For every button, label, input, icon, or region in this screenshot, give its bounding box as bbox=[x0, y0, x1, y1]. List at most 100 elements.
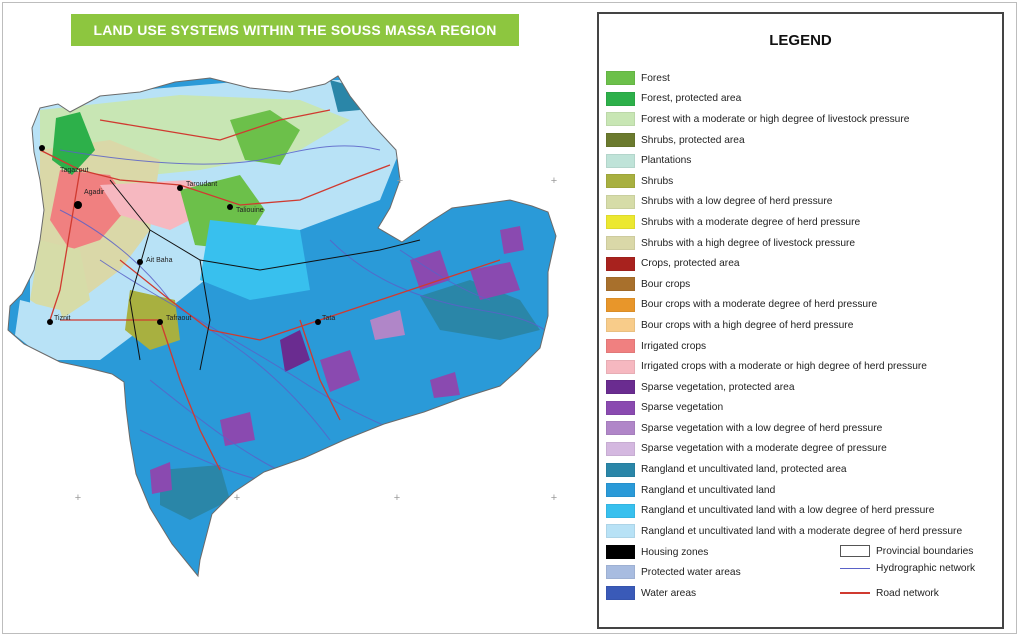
legend-swatch bbox=[606, 256, 635, 271]
hydro-line-swatch bbox=[840, 567, 870, 569]
region-outline bbox=[7, 75, 557, 578]
legend-swatch bbox=[606, 297, 635, 312]
map-title: LAND USE SYSTEMS WITHIN THE SOUSS MASSA … bbox=[71, 14, 519, 46]
coastal-rangeland-zone bbox=[15, 300, 70, 355]
road-line-swatch bbox=[840, 592, 870, 594]
shrubs-low-pressure-zone bbox=[30, 240, 90, 320]
legend-item: Bour crops bbox=[606, 274, 996, 295]
legend-item: Forest, protected area bbox=[606, 89, 996, 110]
sparse-vegetation-patch bbox=[430, 372, 460, 398]
sparse-vegetation-patch bbox=[320, 350, 360, 392]
legend-label: Bour crops with a high degree of herd pr… bbox=[641, 319, 854, 331]
legend-label: Sparse vegetation with a moderate degree… bbox=[641, 443, 887, 455]
legend-item-water: Water areas bbox=[606, 584, 696, 602]
place-label-tagazout: Tagazout bbox=[60, 167, 88, 174]
legend-item: Rangland et uncultivated land, protected… bbox=[606, 459, 996, 480]
legend-item-housing: Housing zones bbox=[606, 543, 708, 561]
legend-swatch bbox=[606, 421, 635, 436]
legend-label: Housing zones bbox=[641, 546, 709, 558]
legend-label: Provincial boundaries bbox=[876, 545, 974, 557]
legend-swatch bbox=[606, 586, 635, 600]
legend-item: Rangland et uncultivated land with a low… bbox=[606, 500, 996, 521]
graticule-cross: + bbox=[396, 175, 404, 187]
place-label-taroudant: Taroudant bbox=[186, 181, 217, 188]
housing-zones bbox=[39, 145, 321, 325]
rangeland-low-pressure-zone bbox=[200, 220, 310, 300]
legend-item: Bour crops with a high degree of herd pr… bbox=[606, 315, 996, 336]
rangeland-protected-south bbox=[160, 465, 230, 520]
region-map[interactable]: Tagazout Agadir Taroudant Taliouine Ait … bbox=[0, 60, 590, 620]
legend-label: Rangland et uncultivated land with a low… bbox=[641, 505, 935, 517]
town-marker bbox=[177, 185, 183, 191]
legend-item: Rangland et uncultivated land with a mod… bbox=[606, 521, 996, 542]
legend-item: Forest with a moderate or high degree of… bbox=[606, 109, 996, 130]
legend-swatch bbox=[606, 194, 635, 209]
legend-label: Forest, protected area bbox=[641, 93, 742, 105]
legend-swatch bbox=[606, 400, 635, 415]
legend-item-hydrographic: Hydrographic network bbox=[840, 559, 975, 577]
legend-swatch bbox=[606, 133, 635, 148]
legend-item: Sparse vegetation with a moderate degree… bbox=[606, 439, 996, 460]
town-marker bbox=[137, 259, 143, 265]
legend-swatch bbox=[606, 503, 635, 518]
legend-swatch bbox=[606, 112, 635, 127]
legend-swatch bbox=[606, 91, 635, 106]
legend-swatch bbox=[606, 339, 635, 354]
sparse-vegetation-patch bbox=[500, 226, 524, 254]
legend-item: Sparse vegetation bbox=[606, 398, 996, 419]
legend-swatch bbox=[606, 174, 635, 189]
legend-label: Road network bbox=[876, 587, 939, 599]
legend-label: Bour crops bbox=[641, 278, 691, 290]
legend-item: Shrubs with a high degree of livestock p… bbox=[606, 233, 996, 254]
legend-item-road: Road network bbox=[840, 584, 939, 602]
legend-swatch bbox=[606, 462, 635, 477]
legend-item: Shrubs with a low degree of herd pressur… bbox=[606, 192, 996, 213]
legend-label: Forest bbox=[641, 72, 670, 84]
boundary-swatch bbox=[840, 545, 870, 557]
town-marker bbox=[157, 319, 163, 325]
graticule-cross: + bbox=[393, 492, 401, 504]
legend-label: Protected water areas bbox=[641, 566, 741, 578]
legend-swatch bbox=[606, 153, 635, 168]
legend-item-provincial-boundaries: Provincial boundaries bbox=[840, 542, 973, 560]
graticule-cross: + bbox=[550, 175, 558, 187]
place-label-tafraout: Tafraout bbox=[166, 315, 191, 322]
legend-panel: LEGEND Forest Forest, protected area Fores… bbox=[597, 12, 1004, 629]
forest-protected-zone bbox=[52, 112, 95, 175]
map-area[interactable]: Tagazout Agadir Taroudant Taliouine Ait … bbox=[0, 60, 590, 620]
legend-item: Shrubs with a moderate degree of herd pr… bbox=[606, 212, 996, 233]
legend-item: Plantations bbox=[606, 150, 996, 171]
legend-items: Forest Forest, protected area Forest with … bbox=[606, 68, 996, 542]
legend-item: Forest bbox=[606, 68, 996, 89]
legend-item: Sparse vegetation, protected area bbox=[606, 377, 996, 398]
legend-label: Crops, protected area bbox=[641, 258, 740, 270]
legend-label: Rangland et uncultivated land bbox=[641, 484, 776, 496]
legend-swatch bbox=[606, 565, 635, 579]
sparse-vegetation-patch bbox=[470, 262, 520, 300]
place-label-tata: Tata bbox=[322, 315, 335, 322]
legend-item: Bour crops with a moderate degree of her… bbox=[606, 295, 996, 316]
graticule-cross: + bbox=[74, 492, 82, 504]
legend-label: Irrigated crops with a moderate or high … bbox=[641, 361, 927, 373]
legend-extras: Housing zones Protected water areas Wate… bbox=[606, 540, 996, 610]
sparse-vegetation-patch bbox=[220, 412, 255, 446]
town-marker bbox=[74, 201, 82, 209]
legend-swatch bbox=[606, 524, 635, 539]
legend-label: Hydrographic network bbox=[876, 562, 976, 574]
place-label-agadir: Agadir bbox=[84, 189, 105, 196]
legend-item: Shrubs, protected area bbox=[606, 130, 996, 151]
place-label-taliouine: Taliouine bbox=[236, 207, 264, 214]
provincial-boundaries bbox=[109, 179, 421, 371]
legend-swatch bbox=[606, 236, 635, 251]
legend-item: Irrigated crops with a moderate or high … bbox=[606, 356, 996, 377]
legend-item: Rangland et uncultivated land bbox=[606, 480, 996, 501]
legend-label: Bour crops with a moderate degree of her… bbox=[641, 299, 878, 311]
graticule-cross: + bbox=[233, 492, 241, 504]
legend-swatch bbox=[606, 71, 635, 86]
legend-title: LEGEND bbox=[769, 32, 832, 49]
legend-label: Rangland et uncultivated land, protected… bbox=[641, 464, 847, 476]
town-marker bbox=[47, 319, 53, 325]
legend-item: Crops, protected area bbox=[606, 253, 996, 274]
legend-label: Water areas bbox=[641, 587, 697, 599]
